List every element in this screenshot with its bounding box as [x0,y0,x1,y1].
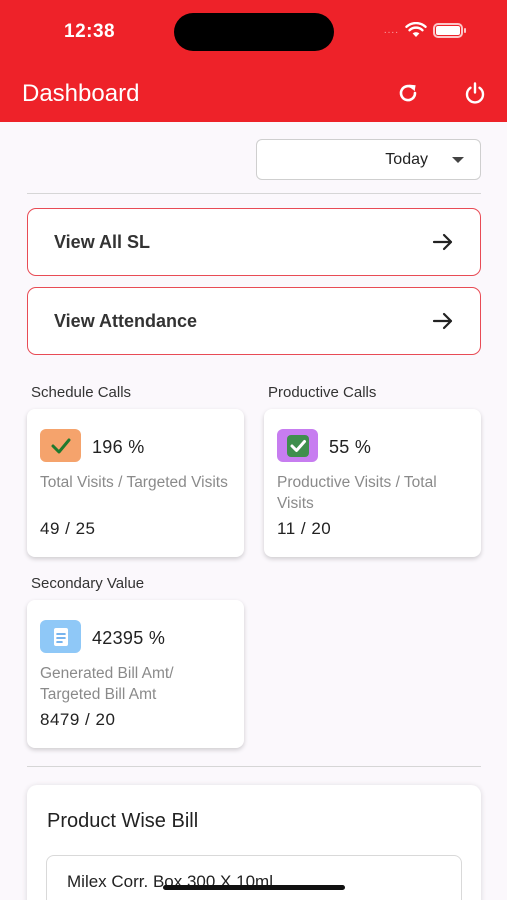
schedule-calls-label: Schedule Calls [31,384,132,401]
date-filter-dropdown[interactable]: Today [256,139,481,180]
page-title: Dashboard [22,80,140,107]
schedule-calls-ratio: 49 / 25 [40,519,96,538]
arrow-right-icon [432,312,453,330]
secondary-value-description: Generated Bill Amt/ Targeted Bill Amt [40,665,174,703]
secondary-value-ratio: 8479 / 20 [40,710,116,729]
schedule-calls-description: Total Visits / Targeted Visits [40,474,228,491]
date-filter-value: Today [385,150,428,168]
productive-calls-card[interactable]: 55 % Productive Visits / Total Visits 11… [264,409,481,557]
divider [27,193,481,194]
caret-down-icon [452,156,464,163]
document-icon [40,620,81,653]
logout-button[interactable] [461,79,489,107]
refresh-icon [399,84,417,102]
productive-calls-percent: 55 % [329,437,372,457]
status-time: 12:38 [64,21,116,42]
status-icons: .... [383,22,466,38]
app-bar: 12:38 .... Dashboard [0,0,507,122]
checkmark-icon [277,429,318,462]
divider [27,766,481,767]
power-icon [465,82,485,104]
signal-icon: .... [383,24,399,36]
arrow-right-icon [432,233,453,251]
home-indicator[interactable] [163,885,345,890]
productive-calls-description: Productive Visits / Total Visits [277,474,437,512]
wifi-icon [405,22,427,37]
view-attendance-label: View Attendance [54,310,198,331]
checkmark-icon [40,429,81,462]
refresh-button[interactable] [394,79,422,107]
view-all-sl-label: View All SL [54,231,151,252]
secondary-value-label: Secondary Value [31,575,145,592]
battery-icon [433,22,466,38]
view-attendance-button[interactable]: View Attendance [27,287,481,355]
schedule-calls-percent: 196 % [92,437,145,457]
schedule-calls-card[interactable]: 196 % Total Visits / Targeted Visits 49 … [27,409,244,557]
dynamic-island [174,13,334,51]
product-wise-bill-card: Product Wise Bill Milex Corr. Box 300 X … [27,785,481,900]
secondary-value-percent: 42395 % [92,628,166,648]
secondary-value-card[interactable]: 42395 % Generated Bill Amt/ Targeted Bil… [27,600,244,748]
product-wise-bill-title: Product Wise Bill [47,810,199,832]
productive-calls-ratio: 11 / 20 [277,519,332,538]
list-item[interactable]: Milex Corr. Box 300 X 10ml [46,855,462,900]
view-all-sl-button[interactable]: View All SL [27,208,481,276]
productive-calls-label: Productive Calls [268,384,377,401]
